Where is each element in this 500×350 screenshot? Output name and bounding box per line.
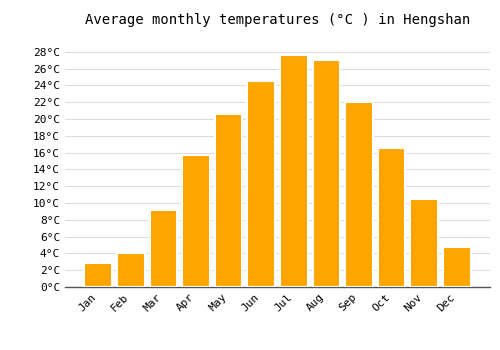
Title: Average monthly temperatures (°C ) in Hengshan: Average monthly temperatures (°C ) in He… [85,13,470,27]
Bar [248,81,275,287]
Bar [214,114,242,287]
Bar [443,247,470,287]
Bar [312,60,340,287]
Bar [117,253,144,287]
Bar [345,102,373,287]
Bar [150,210,177,287]
Bar [280,55,307,287]
Bar [182,155,210,287]
Bar [84,264,112,287]
Bar [378,148,406,287]
Bar [410,199,438,287]
